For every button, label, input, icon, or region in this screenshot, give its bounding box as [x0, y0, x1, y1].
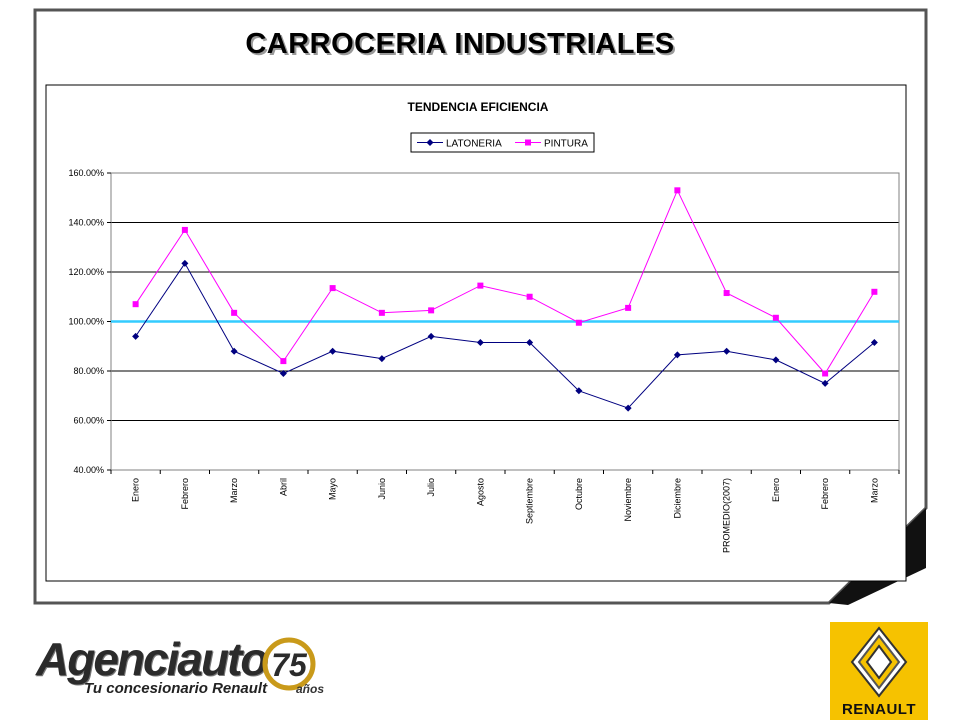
data-point-latoneria	[870, 339, 878, 347]
chart-title: TENDENCIA EFICIENCIA	[408, 100, 549, 114]
data-point-pintura	[871, 288, 878, 295]
data-point-pintura	[625, 304, 632, 311]
x-tick-label: Julio	[426, 478, 436, 497]
legend-marker-pintura	[525, 139, 531, 146]
data-point-latoneria	[427, 332, 435, 340]
anniversary-number: 75	[271, 647, 308, 683]
anniversary-75-emblem: 75	[262, 637, 316, 691]
x-tick-label: Octubre	[574, 478, 584, 510]
slide-title: CARROCERIA INDUSTRIALES	[245, 28, 675, 60]
data-point-latoneria	[673, 351, 681, 359]
x-tick-label: Abril	[278, 478, 288, 496]
data-point-latoneria	[575, 387, 583, 395]
x-tick-label: Diciembre	[672, 478, 682, 519]
x-tick-label: Noviembre	[623, 478, 633, 522]
data-point-latoneria	[378, 355, 386, 363]
chart-legend: LATONERIA PINTURA	[410, 132, 595, 153]
legend-box	[410, 132, 595, 153]
series-pintura	[132, 187, 878, 377]
y-tick-label: 120.00%	[68, 267, 104, 277]
agenciauto-logo: Agenciauto 75 Tu concesionario Renault a…	[30, 632, 330, 712]
data-point-latoneria	[476, 339, 484, 347]
data-point-latoneria	[329, 347, 337, 355]
x-tick-label: Marzo	[229, 478, 239, 503]
x-tick-label: Marzo	[869, 478, 879, 503]
renault-brand: RENAULT	[841, 701, 917, 718]
y-tick-label: 100.00%	[68, 317, 104, 327]
data-point-pintura	[575, 319, 582, 326]
x-tick-label: Septiembre	[525, 478, 535, 524]
data-point-pintura	[280, 358, 287, 365]
data-point-pintura	[181, 226, 188, 233]
x-axis: Enero Febrero Marzo Abril Mayo Junio Julio Agos…	[110, 470, 900, 553]
renault-diamond-icon	[850, 626, 908, 698]
data-point-pintura	[329, 285, 336, 292]
data-point-pintura	[822, 370, 829, 377]
x-tick-label: Mayo	[328, 478, 338, 500]
data-point-latoneria	[772, 356, 780, 364]
data-point-latoneria	[526, 339, 534, 347]
x-tick-label: Agosto	[475, 478, 485, 506]
data-point-latoneria	[230, 347, 238, 355]
y-tick-label: 160.00%	[68, 168, 104, 178]
series-line-latoneria	[135, 262, 875, 409]
y-tick-label: 60.00%	[73, 416, 104, 426]
y-axis: 40.00% 60.00% 80.00% 100.00% 120.00% 140.00% 1…	[68, 168, 111, 475]
x-tick-label: Enero	[771, 478, 781, 502]
data-point-pintura	[772, 314, 779, 321]
data-point-pintura	[526, 293, 533, 300]
data-point-latoneria	[624, 404, 632, 412]
data-point-pintura	[231, 309, 238, 316]
x-tick-label: PROMEDIO(2007)	[722, 478, 732, 553]
agenciauto-brand: Agenciauto	[36, 633, 268, 685]
data-point-pintura	[477, 282, 484, 289]
chart-area	[45, 84, 907, 582]
x-tick-label: Junio	[377, 478, 387, 500]
data-point-pintura	[132, 301, 139, 308]
y-tick-label: 40.00%	[73, 465, 104, 475]
y-tick-label: 140.00%	[68, 218, 104, 228]
chart-series	[132, 187, 878, 412]
x-tick-label: Febrero	[180, 478, 190, 510]
renault-logo: RENAULT	[830, 622, 928, 720]
series-latoneria	[132, 259, 878, 412]
data-point-pintura	[428, 307, 435, 314]
legend-marker-latoneria	[426, 139, 434, 146]
legend-label-latoneria: LATONERIA	[446, 139, 502, 150]
data-point-pintura	[723, 290, 730, 297]
legend-label-pintura: PINTURA	[544, 139, 588, 150]
data-point-latoneria	[132, 332, 140, 340]
series-line-pintura	[135, 189, 875, 375]
data-point-latoneria	[181, 259, 189, 267]
agenciauto-tagline: Tu concesionario Renault	[84, 680, 268, 697]
data-point-pintura	[378, 309, 385, 316]
data-point-latoneria	[279, 369, 287, 377]
y-tick-label: 80.00%	[73, 366, 104, 376]
data-point-latoneria	[723, 347, 731, 355]
data-point-pintura	[674, 187, 681, 194]
x-tick-label: Febrero	[820, 478, 830, 510]
data-point-latoneria	[821, 379, 829, 387]
x-tick-label: Enero	[131, 478, 141, 502]
agenciauto-anos: años	[296, 682, 325, 696]
